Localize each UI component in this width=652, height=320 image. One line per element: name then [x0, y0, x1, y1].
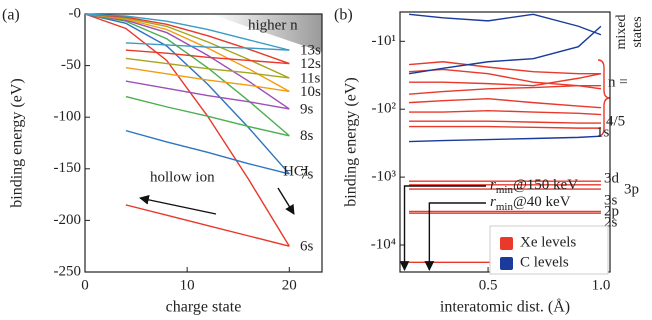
legend-swatch	[500, 257, 513, 270]
x-axis-label: charge state	[166, 299, 242, 316]
x-tick-label: 0.5	[479, 277, 498, 293]
y-axis-label: binding energy (eV)	[343, 77, 360, 206]
annotation: higher n	[248, 17, 298, 33]
mixed-label: mixed	[614, 15, 629, 50]
series-label: 13s	[300, 43, 321, 59]
rmin-rest: @150 keV	[513, 177, 578, 193]
rmin-symbol: r	[490, 194, 496, 210]
hollow-line	[125, 80, 290, 110]
y-tick-label: -10¹	[372, 33, 397, 49]
level-label: 1s	[596, 124, 610, 140]
legend-label: Xe levels	[520, 234, 576, 250]
energy-level	[408, 97, 602, 109]
y-tick-label: -10³	[372, 169, 397, 185]
y-tick-label: -250	[54, 263, 82, 279]
energy-level	[409, 73, 602, 87]
panel-label: (b)	[334, 7, 353, 24]
energy-level	[408, 13, 602, 36]
y-tick-label: -150	[54, 160, 82, 176]
higher-n-region	[210, 14, 322, 52]
x-tick-label: 0	[81, 277, 89, 293]
level-curve	[84, 13, 290, 79]
annotation: HCI	[283, 163, 309, 179]
rmin-symbol: r	[490, 177, 496, 193]
level-label: 2p	[604, 203, 619, 219]
series-label: 10s	[300, 84, 321, 100]
y-tick-label: -0	[69, 5, 82, 21]
hollow-line	[125, 42, 290, 51]
rmin-label: rmin@40 keV	[490, 194, 571, 212]
hollow-line	[125, 57, 290, 79]
legend-label: C levels	[520, 254, 569, 270]
series-label: 9s	[300, 101, 314, 117]
level-label: 3p	[624, 181, 639, 197]
energy-level	[409, 125, 601, 129]
series-label: 7s	[300, 166, 314, 182]
hollow-line	[125, 49, 290, 65]
level-label: n =	[608, 74, 628, 90]
rmin-arrow	[399, 185, 486, 271]
rmin-sub: min	[496, 201, 514, 213]
y-tick-label: -200	[54, 212, 82, 228]
x-tick-label: 10	[180, 277, 195, 293]
energy-level	[409, 120, 601, 124]
level-curve	[84, 13, 290, 65]
rmin-label: rmin@150 keV	[490, 177, 578, 195]
legend-swatch	[500, 237, 513, 250]
rmin-sub: min	[496, 184, 514, 196]
level-curve	[84, 13, 290, 175]
rmin-rest: @40 keV	[513, 194, 571, 210]
series-label: 6s	[300, 239, 314, 255]
panel-label: (a)	[2, 7, 20, 24]
hollow-line	[125, 66, 290, 93]
rmin-arrow	[424, 202, 486, 271]
annotation: hollow ion	[150, 169, 215, 185]
energy-level	[408, 25, 602, 75]
series-label: 8s	[300, 128, 314, 144]
level-label: 3d	[604, 170, 620, 186]
energy-level	[408, 84, 601, 95]
level-curve	[84, 13, 290, 247]
level-curve	[84, 13, 290, 51]
x-tick-label: 20	[282, 277, 297, 293]
x-tick-label: 1.0	[592, 277, 611, 293]
y-tick-label: -10⁴	[371, 236, 396, 252]
level-curve	[84, 13, 290, 93]
level-label: 3s	[604, 192, 618, 208]
y-tick-label: -10²	[372, 101, 397, 117]
energy-level	[409, 135, 602, 143]
y-tick-label: -100	[54, 109, 82, 125]
hollow-line	[125, 204, 290, 247]
hollow-arrow	[139, 195, 217, 215]
series-label: 11s	[300, 70, 320, 86]
hollow-line	[125, 95, 290, 137]
mixed-label: states	[630, 16, 645, 47]
plot-frame	[84, 13, 323, 273]
hci-arrow	[277, 187, 295, 215]
x-axis-label: interatomic dist. (Å)	[440, 298, 570, 316]
energy-level	[409, 109, 602, 116]
y-axis-label: binding energy (eV)	[9, 78, 26, 207]
series-label: 12s	[300, 56, 321, 72]
level-curve	[84, 13, 290, 137]
level-label: 4/5	[606, 113, 625, 129]
hollow-line	[125, 129, 290, 175]
y-tick-label: -50	[61, 57, 81, 73]
energy-level	[408, 61, 601, 75]
